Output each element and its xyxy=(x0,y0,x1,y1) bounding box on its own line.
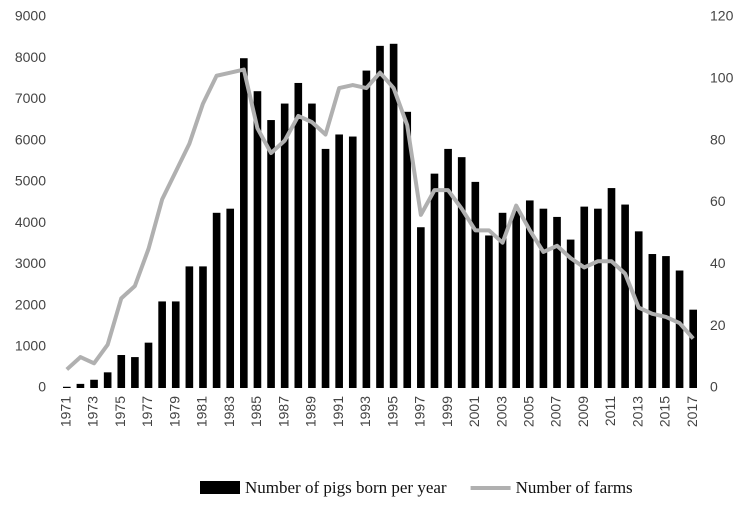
bar xyxy=(566,239,575,388)
y-tick-label: 7000 xyxy=(15,90,46,106)
bar xyxy=(240,58,248,388)
y-tick-label: 1000 xyxy=(15,337,46,353)
legend: Number of pigs born per year Number of fa… xyxy=(200,478,633,497)
bar xyxy=(158,301,166,388)
y2-tick-label: 40 xyxy=(710,255,726,271)
bar xyxy=(308,103,316,389)
bar xyxy=(471,181,480,388)
bar xyxy=(199,266,207,388)
bar xyxy=(117,355,126,388)
x-tick-label: 2017 xyxy=(684,396,700,427)
x-tick-label: 1993 xyxy=(357,396,373,427)
bar xyxy=(498,212,507,388)
bar xyxy=(376,45,384,388)
bar xyxy=(212,212,221,388)
bar xyxy=(131,357,139,388)
bar xyxy=(144,342,153,388)
x-tick-label: 1983 xyxy=(221,396,237,427)
y2-tick-label: 20 xyxy=(710,317,726,333)
bar xyxy=(103,372,112,388)
bar xyxy=(675,270,684,388)
bar xyxy=(76,383,85,388)
bar xyxy=(90,379,98,388)
bar xyxy=(457,157,466,388)
y-tick-label: 8000 xyxy=(15,49,46,65)
x-tick-label: 1989 xyxy=(303,396,319,427)
bar xyxy=(689,309,698,388)
y2-tick-label: 80 xyxy=(710,131,726,147)
x-tick-label: 1975 xyxy=(112,396,128,427)
bar xyxy=(648,254,657,388)
x-tick-label: 1987 xyxy=(275,396,291,427)
x-tick-label: 2003 xyxy=(493,396,509,427)
x-tick-label: 1981 xyxy=(194,396,210,427)
y2-tick-label: 120 xyxy=(710,8,734,24)
legend-swatch xyxy=(200,481,240,494)
bar xyxy=(62,386,71,388)
bar xyxy=(662,256,670,388)
bar xyxy=(512,210,520,388)
x-tick-label: 1991 xyxy=(330,396,346,427)
y-tick-label: 9000 xyxy=(15,8,46,24)
bar xyxy=(185,266,194,388)
y-tick-label: 4000 xyxy=(15,214,46,230)
bar xyxy=(621,204,629,388)
bar xyxy=(321,148,330,388)
bar xyxy=(389,43,398,389)
bar xyxy=(485,235,493,388)
x-tick-label: 1973 xyxy=(85,396,101,427)
x-tick-label: 2009 xyxy=(575,396,591,427)
y-tick-label: 5000 xyxy=(15,173,46,189)
y-tick-label: 2000 xyxy=(15,296,46,312)
bar xyxy=(594,208,602,388)
legend-label: Number of farms xyxy=(516,478,633,497)
x-tick-label: 1995 xyxy=(384,396,400,427)
bar xyxy=(525,200,534,388)
x-tick-label: 2001 xyxy=(466,396,482,427)
x-tick-label: 2007 xyxy=(548,396,564,427)
bar xyxy=(280,103,289,389)
bar xyxy=(267,120,275,389)
x-tick-label: 1971 xyxy=(58,396,74,427)
bar xyxy=(417,227,425,388)
bar xyxy=(226,208,235,388)
bar xyxy=(430,173,439,388)
x-tick-label: 2005 xyxy=(520,396,536,427)
y-tick-label: 3000 xyxy=(15,255,46,271)
bar xyxy=(607,188,616,388)
x-tick-label: 1999 xyxy=(439,396,455,427)
bar xyxy=(294,82,303,388)
bar xyxy=(362,70,371,388)
x-tick-label: 2011 xyxy=(602,396,618,426)
bar xyxy=(539,208,548,388)
bar xyxy=(553,216,561,388)
x-tick-label: 1985 xyxy=(248,396,264,427)
x-tick-label: 1977 xyxy=(139,396,155,427)
bar xyxy=(335,134,343,388)
x-tick-label: 1997 xyxy=(412,396,428,427)
x-tick-label: 1979 xyxy=(166,396,182,427)
bar xyxy=(171,301,180,388)
bar xyxy=(580,206,589,388)
line xyxy=(65,67,695,371)
legend-label: Number of pigs born per year xyxy=(245,478,447,497)
bar xyxy=(403,111,412,389)
bar xyxy=(253,91,262,388)
y-tick-label: 0 xyxy=(38,379,46,395)
bar xyxy=(444,148,452,388)
y2-tick-label: 60 xyxy=(710,193,726,209)
bar xyxy=(348,136,357,388)
y2-tick-label: 100 xyxy=(710,70,734,86)
x-tick-label: 2015 xyxy=(657,396,673,427)
x-tick-label: 2013 xyxy=(629,396,645,427)
y2-tick-label: 0 xyxy=(710,379,718,395)
y-tick-label: 6000 xyxy=(15,131,46,147)
